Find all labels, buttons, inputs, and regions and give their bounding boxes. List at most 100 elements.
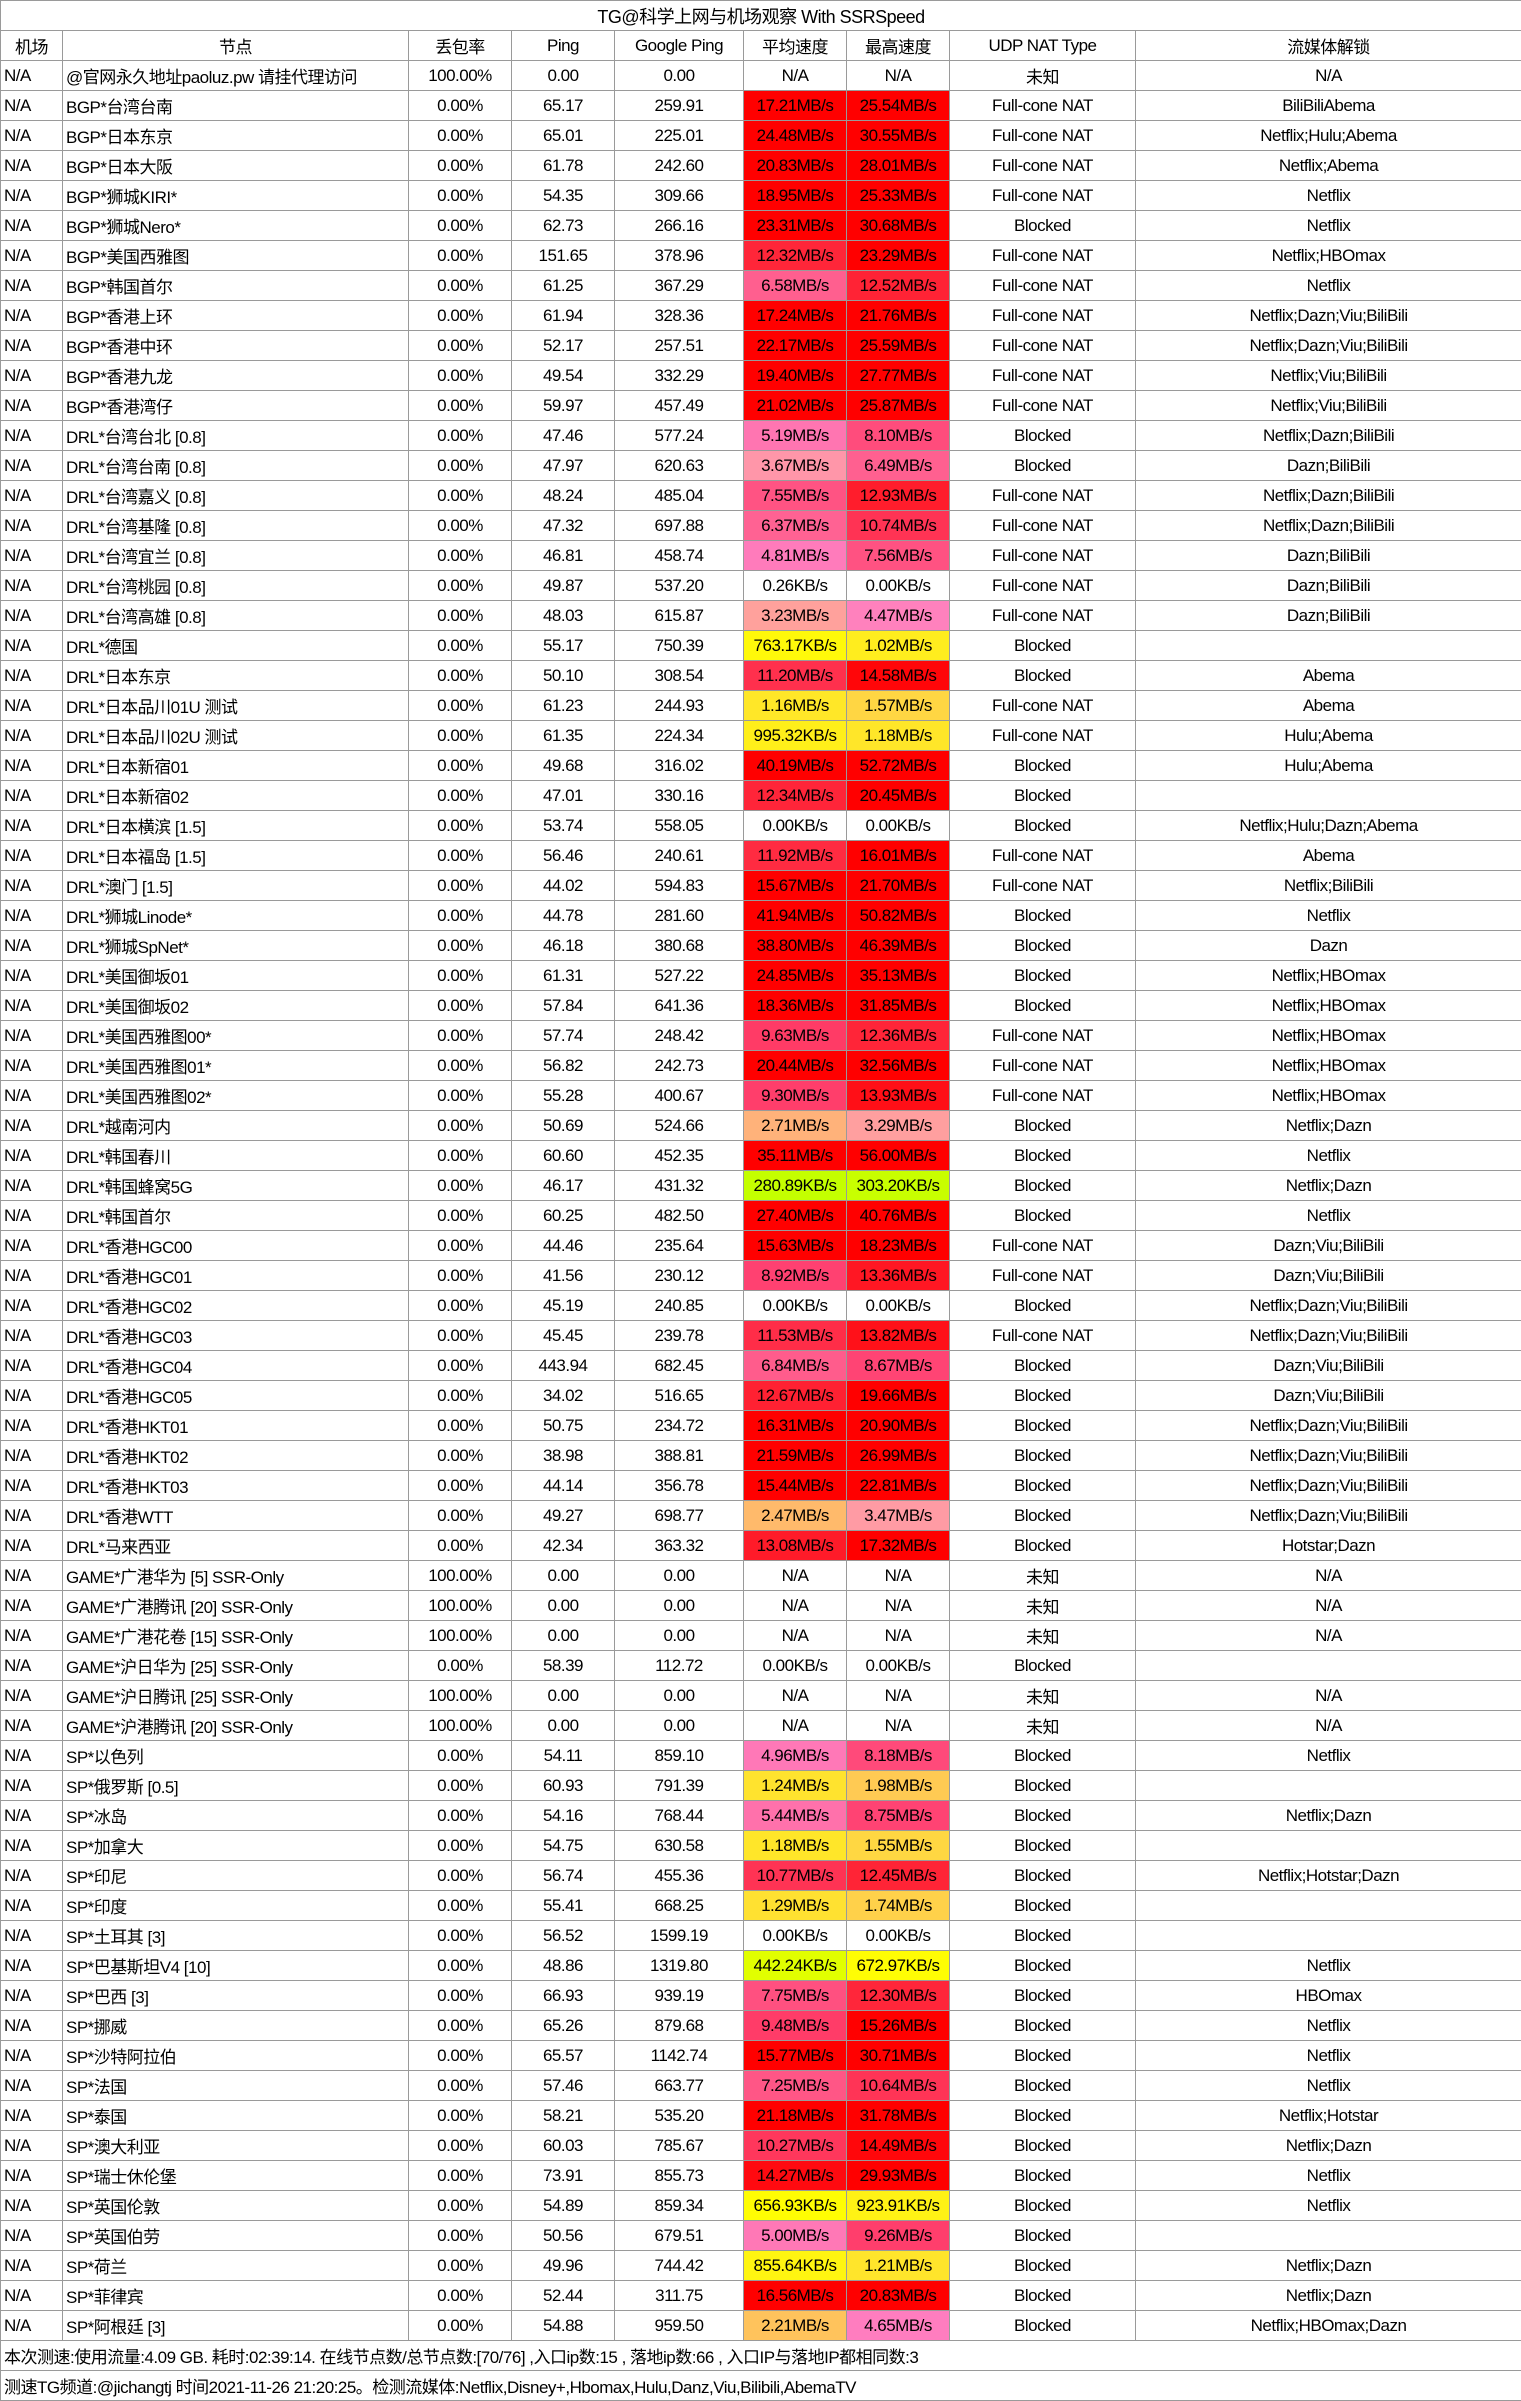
cell-streaming-unlock: Netflix;Dazn;BiliBili xyxy=(1136,511,1521,541)
cell-max-speed: 14.49MB/s xyxy=(847,2131,950,2161)
cell-max-speed: 30.55MB/s xyxy=(847,121,950,151)
cell-udp-nat-type: Full-cone NAT xyxy=(950,91,1136,121)
cell-streaming-unlock: Hotstar;Dazn xyxy=(1136,1531,1521,1561)
cell-google-ping: 630.58 xyxy=(615,1831,744,1861)
cell-ping: 65.17 xyxy=(512,91,615,121)
cell-google-ping: 244.93 xyxy=(615,691,744,721)
cell-airport: N/A xyxy=(1,2161,63,2191)
cell-udp-nat-type: Blocked xyxy=(950,751,1136,781)
cell-ping: 54.88 xyxy=(512,2311,615,2341)
cell-udp-nat-type: 未知 xyxy=(950,61,1136,91)
cell-udp-nat-type: Blocked xyxy=(950,1741,1136,1771)
cell-avg-speed: 5.44MB/s xyxy=(744,1801,847,1831)
cell-google-ping: 328.36 xyxy=(615,301,744,331)
cell-ping: 41.56 xyxy=(512,1261,615,1291)
cell-node: SP*英国伦敦 xyxy=(63,2191,409,2221)
cell-avg-speed: 18.95MB/s xyxy=(744,181,847,211)
cell-avg-speed: 13.08MB/s xyxy=(744,1531,847,1561)
cell-streaming-unlock xyxy=(1136,631,1521,661)
header-ping: Ping xyxy=(512,31,615,61)
cell-max-speed: 8.75MB/s xyxy=(847,1801,950,1831)
cell-google-ping: 242.60 xyxy=(615,151,744,181)
cell-max-speed: 12.52MB/s xyxy=(847,271,950,301)
header-max-speed: 最高速度 xyxy=(847,31,950,61)
cell-ping: 34.02 xyxy=(512,1381,615,1411)
cell-avg-speed: 15.77MB/s xyxy=(744,2041,847,2071)
cell-google-ping: 455.36 xyxy=(615,1861,744,1891)
cell-udp-nat-type: Full-cone NAT xyxy=(950,871,1136,901)
cell-ping: 48.03 xyxy=(512,601,615,631)
cell-max-speed: 46.39MB/s xyxy=(847,931,950,961)
cell-udp-nat-type: Blocked xyxy=(950,1801,1136,1831)
cell-streaming-unlock: Netflix;Dazn;BiliBili xyxy=(1136,481,1521,511)
cell-airport: N/A xyxy=(1,271,63,301)
cell-google-ping: 558.05 xyxy=(615,811,744,841)
cell-airport: N/A xyxy=(1,811,63,841)
cell-ping: 57.74 xyxy=(512,1021,615,1051)
cell-node: SP*英国伯劳 xyxy=(63,2221,409,2251)
cell-airport: N/A xyxy=(1,2251,63,2281)
cell-packet-loss: 0.00% xyxy=(409,1171,512,1201)
cell-max-speed: 12.30MB/s xyxy=(847,1981,950,2011)
cell-google-ping: 516.65 xyxy=(615,1381,744,1411)
cell-udp-nat-type: Blocked xyxy=(950,2311,1136,2341)
cell-avg-speed: 763.17KB/s xyxy=(744,631,847,661)
cell-node: SP*菲律宾 xyxy=(63,2281,409,2311)
cell-max-speed: 22.81MB/s xyxy=(847,1471,950,1501)
cell-max-speed: 3.47MB/s xyxy=(847,1501,950,1531)
cell-max-speed: 4.65MB/s xyxy=(847,2311,950,2341)
cell-udp-nat-type: Full-cone NAT xyxy=(950,121,1136,151)
cell-max-speed: 14.58MB/s xyxy=(847,661,950,691)
cell-packet-loss: 0.00% xyxy=(409,991,512,1021)
cell-google-ping: 750.39 xyxy=(615,631,744,661)
cell-airport: N/A xyxy=(1,1021,63,1051)
cell-avg-speed: 19.40MB/s xyxy=(744,361,847,391)
cell-node: SP*挪威 xyxy=(63,2011,409,2041)
cell-streaming-unlock: N/A xyxy=(1136,1711,1521,1741)
cell-udp-nat-type: Blocked xyxy=(950,1291,1136,1321)
cell-airport: N/A xyxy=(1,1921,63,1951)
cell-udp-nat-type: 未知 xyxy=(950,1621,1136,1651)
cell-ping: 443.94 xyxy=(512,1351,615,1381)
table-title: TG@科学上网与机场观察 With SSRSpeed xyxy=(1,1,1521,31)
cell-avg-speed: 38.80MB/s xyxy=(744,931,847,961)
cell-avg-speed: 12.67MB/s xyxy=(744,1381,847,1411)
cell-streaming-unlock: Netflix xyxy=(1136,1741,1521,1771)
cell-avg-speed: 16.31MB/s xyxy=(744,1411,847,1441)
cell-ping: 38.98 xyxy=(512,1441,615,1471)
cell-airport: N/A xyxy=(1,1801,63,1831)
cell-google-ping: 458.74 xyxy=(615,541,744,571)
cell-streaming-unlock: Netflix xyxy=(1136,1201,1521,1231)
cell-udp-nat-type: Blocked xyxy=(950,2161,1136,2191)
cell-streaming-unlock: Abema xyxy=(1136,691,1521,721)
cell-streaming-unlock: Dazn;BiliBili xyxy=(1136,571,1521,601)
cell-google-ping: 1142.74 xyxy=(615,2041,744,2071)
cell-airport: N/A xyxy=(1,151,63,181)
cell-udp-nat-type: Full-cone NAT xyxy=(950,511,1136,541)
cell-avg-speed: 2.71MB/s xyxy=(744,1111,847,1141)
cell-google-ping: 225.01 xyxy=(615,121,744,151)
header-packet-loss: 丢包率 xyxy=(409,31,512,61)
cell-node: SP*瑞士休伦堡 xyxy=(63,2161,409,2191)
cell-avg-speed: 14.27MB/s xyxy=(744,2161,847,2191)
cell-airport: N/A xyxy=(1,751,63,781)
cell-max-speed: 17.32MB/s xyxy=(847,1531,950,1561)
cell-udp-nat-type: Blocked xyxy=(950,1351,1136,1381)
cell-streaming-unlock: Dazn;Viu;BiliBili xyxy=(1136,1261,1521,1291)
cell-node: DRL*日本品川01U 测试 xyxy=(63,691,409,721)
cell-packet-loss: 0.00% xyxy=(409,601,512,631)
cell-streaming-unlock xyxy=(1136,1831,1521,1861)
cell-max-speed: 0.00KB/s xyxy=(847,1291,950,1321)
cell-max-speed: 40.76MB/s xyxy=(847,1201,950,1231)
cell-airport: N/A xyxy=(1,2131,63,2161)
cell-streaming-unlock: Netflix;HBOmax xyxy=(1136,1081,1521,1111)
cell-airport: N/A xyxy=(1,1261,63,1291)
cell-ping: 54.89 xyxy=(512,2191,615,2221)
cell-ping: 60.25 xyxy=(512,1201,615,1231)
